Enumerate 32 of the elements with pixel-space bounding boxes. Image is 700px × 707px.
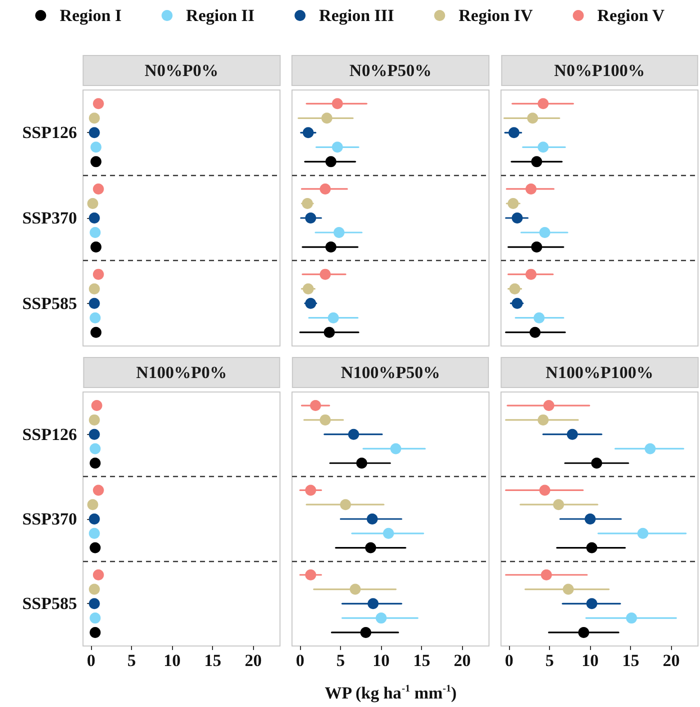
y-tick-label: SSP126 bbox=[22, 123, 77, 142]
x-tick-label: 20 bbox=[454, 651, 471, 670]
x-tick-label: 15 bbox=[622, 651, 640, 670]
x-tick-label: 0 bbox=[296, 651, 304, 670]
y-tick-label: SSP370 bbox=[22, 510, 77, 528]
legend-label: Region I bbox=[60, 6, 122, 25]
x-tick-label: 5 bbox=[336, 651, 345, 670]
x-tick-label: 0 bbox=[504, 651, 514, 670]
x-tick-label: 5 bbox=[545, 651, 554, 670]
y-tick-label: SSP370 bbox=[22, 208, 77, 228]
x-tick-label: 20 bbox=[662, 651, 680, 670]
legend-label: Region IV bbox=[458, 6, 534, 25]
x-tick-label: 10 bbox=[164, 651, 181, 670]
legend-label: Region III bbox=[319, 6, 395, 25]
chart-title: N100%P50% bbox=[340, 363, 440, 382]
chart-title: N0%P50% bbox=[349, 61, 432, 80]
legend-label: Region II bbox=[186, 6, 255, 25]
y-tick-label: SSP126 bbox=[22, 424, 77, 444]
x-tick-label: 15 bbox=[413, 651, 430, 670]
chart-title: N100%P100% bbox=[546, 363, 654, 382]
legend-label: Region V bbox=[597, 6, 666, 25]
x-tick-label: 10 bbox=[582, 651, 599, 670]
y-tick-label: SSP585 bbox=[22, 594, 77, 614]
x-tick-label: 10 bbox=[372, 651, 390, 670]
x-tick-label: 5 bbox=[127, 651, 136, 670]
x-tick-label: 0 bbox=[86, 651, 96, 670]
chart-title: N100%P0% bbox=[136, 363, 227, 382]
chart-title: N0%P100% bbox=[554, 61, 645, 80]
x-tick-label: 20 bbox=[244, 651, 262, 670]
x-tick-label: 15 bbox=[204, 651, 222, 670]
chart-title: N0%P0% bbox=[144, 61, 218, 80]
y-tick-label: SSP585 bbox=[22, 294, 77, 313]
